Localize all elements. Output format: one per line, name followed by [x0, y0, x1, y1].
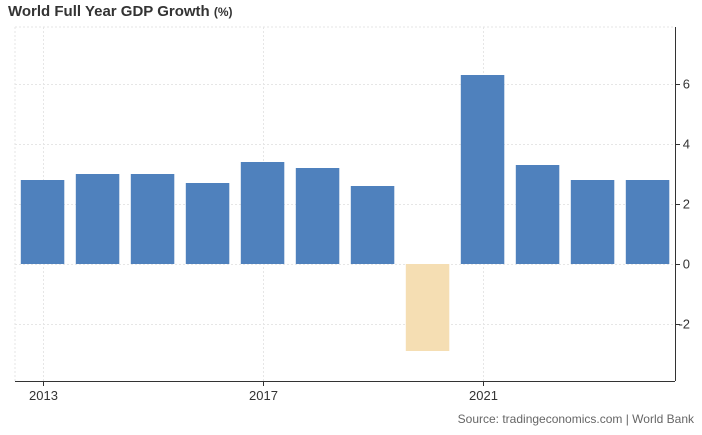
x-tick-label: 2021 — [469, 388, 498, 403]
bar-2018: 2018: 3.2 — [295, 168, 340, 264]
chart-title-text: World Full Year GDP Growth — [8, 3, 210, 20]
x-tick-label: 2013 — [29, 388, 58, 403]
y-tick-label: 0 — [683, 257, 690, 272]
bar-2019: 2019: 2.6 — [350, 186, 395, 264]
bar-2015: 2015: 3 — [130, 174, 175, 264]
x-tick-label: 2017 — [249, 388, 278, 403]
bar-layer: 2013: 2.82014: 32015: 32016: 2.72017: 3.… — [20, 75, 670, 351]
bar-2021: 2021: 6.3 — [460, 75, 505, 264]
y-tick-label: 4 — [683, 137, 690, 152]
bar-2023: 2023: 2.8 — [570, 180, 615, 264]
axis-layer: -2 0 2 4 6 2013 2017 2021 — [15, 27, 690, 403]
bar-2013: 2013: 2.8 — [20, 180, 65, 264]
chart-title: World Full Year GDP Growth (%) — [8, 3, 233, 20]
bar-2017: 2017: 3.4 — [240, 162, 285, 264]
chart-title-unit: (%) — [213, 5, 233, 19]
bar-2014: 2014: 3 — [75, 174, 120, 264]
y-tick-label: 6 — [683, 77, 690, 92]
source-note: Source: tradingeconomics.com | World Ban… — [457, 412, 694, 426]
bar-2022: 2022: 3.3 — [515, 165, 560, 264]
bar-2016: 2016: 2.7 — [185, 183, 230, 264]
y-tick-label: 2 — [683, 197, 690, 212]
y-tick-label: -2 — [678, 317, 690, 332]
bar-2020: 2020: -2.9 — [405, 264, 450, 351]
